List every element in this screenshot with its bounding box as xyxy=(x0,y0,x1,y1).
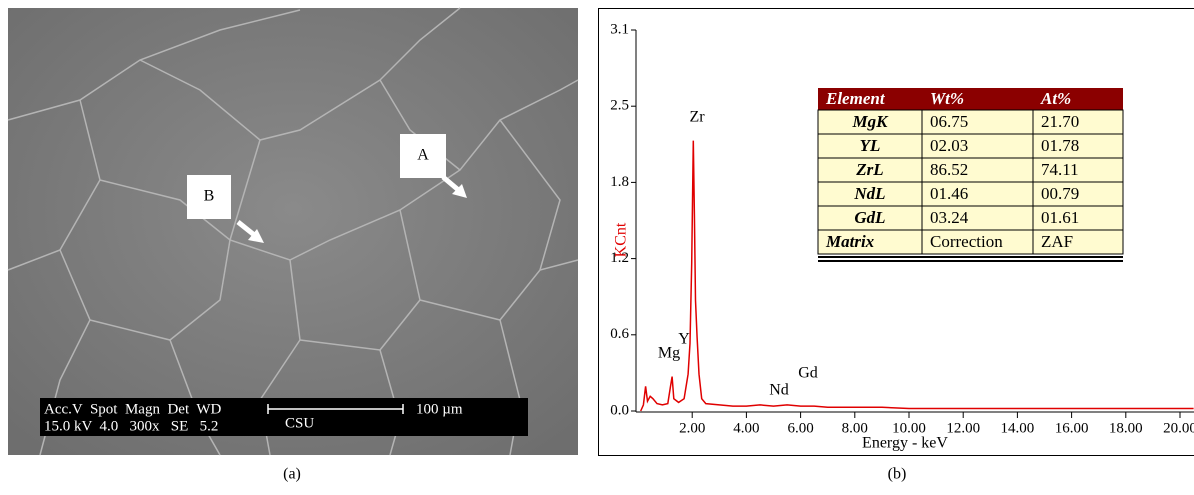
table-cell-text: 01.78 xyxy=(1041,136,1079,155)
y-tick-label: 1.2 xyxy=(610,250,629,266)
x-tick-label: 12.00 xyxy=(946,420,980,436)
sem-image: A B Acc.V Spot Magn Det WD 15.0 kV 4.0 3… xyxy=(8,8,578,455)
x-tick-label: 8.00 xyxy=(842,420,868,436)
table-cell-text: 74.11 xyxy=(1041,160,1079,179)
table-cell-text: 01.46 xyxy=(930,184,968,203)
point-label: B xyxy=(204,188,215,205)
peak-label: Gd xyxy=(798,365,818,382)
x-axis-label: Energy - keV xyxy=(862,435,948,452)
scale-bar-label: 100 µm xyxy=(416,401,463,417)
x-tick-label: 14.00 xyxy=(1001,420,1035,436)
table-cell-text: ZrL xyxy=(855,160,883,179)
table-cell-text: 86.52 xyxy=(930,160,968,179)
x-tick-label: 6.00 xyxy=(787,420,813,436)
caption: (b) xyxy=(888,466,907,483)
table-cell-text: GdL xyxy=(854,208,885,227)
table-cell-text: Correction xyxy=(930,232,1003,251)
x-tick-label: 18.00 xyxy=(1109,420,1143,436)
peak-label: Mg xyxy=(658,345,680,362)
table-header: Element xyxy=(825,89,886,108)
table-cell-text: 02.03 xyxy=(930,136,968,155)
x-tick-label: 2.00 xyxy=(679,420,705,436)
peak-label: Y xyxy=(678,331,690,348)
y-tick-label: 0.0 xyxy=(610,402,629,418)
element-table: Element Wt% At% MgK 06.75 21.70 YL 02.03 01.78 Zr… xyxy=(818,88,1123,261)
caption: (a) xyxy=(283,466,301,483)
sem-lab: CSU xyxy=(285,415,314,431)
table-cell-text: 03.24 xyxy=(930,208,969,227)
y-tick-label: 2.5 xyxy=(610,98,629,114)
table-cell-text: YL xyxy=(860,136,881,155)
sem-info: 15.0 kV 4.0 300x SE 5.2 xyxy=(44,418,218,434)
peak-label: Zr xyxy=(689,109,705,126)
point-label: A xyxy=(417,147,429,164)
table-cell-text: Matrix xyxy=(825,232,875,251)
y-tick-label: 1.8 xyxy=(610,174,629,190)
table-cell-text: MgK xyxy=(852,112,890,131)
table-cell-text: 06.75 xyxy=(930,112,968,131)
x-tick-label: 16.00 xyxy=(1055,420,1089,436)
x-tick-label: 10.00 xyxy=(892,420,926,436)
table-cell-text: 00.79 xyxy=(1041,184,1079,203)
y-tick-label: 3.1 xyxy=(610,21,629,37)
figure: A B Acc.V Spot Magn Det WD 15.0 kV 4.0 3… xyxy=(0,0,1194,490)
table-cell-text: NdL xyxy=(853,184,885,203)
table-header: At% xyxy=(1040,89,1071,108)
y-tick-label: 0.6 xyxy=(610,326,629,342)
x-tick-label: 4.00 xyxy=(733,420,759,436)
sem-info: Acc.V Spot Magn Det WD xyxy=(44,401,222,417)
x-tick-label: 20.00 xyxy=(1163,420,1194,436)
table-cell-text: 21.70 xyxy=(1041,112,1079,131)
table-cell-text: ZAF xyxy=(1041,232,1073,251)
table-cell-text: 01.61 xyxy=(1041,208,1079,227)
peak-label: Nd xyxy=(769,382,789,399)
table-header: Wt% xyxy=(930,89,964,108)
